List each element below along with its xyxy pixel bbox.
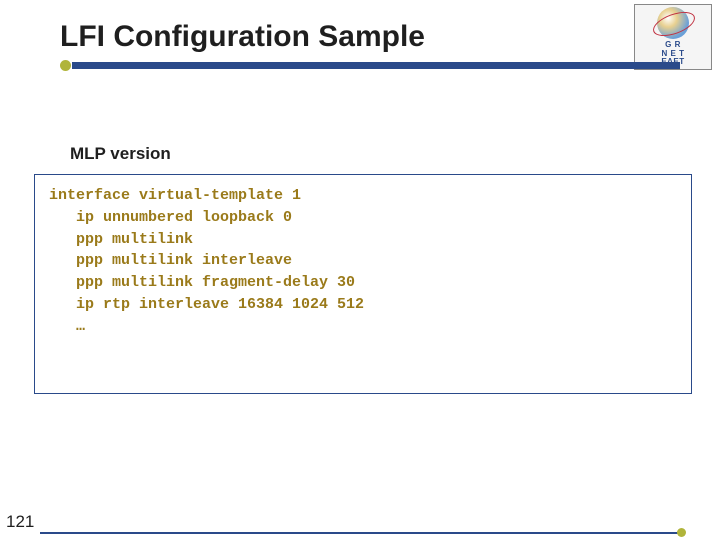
page-number: 121 [6, 512, 34, 532]
title-underline [60, 60, 680, 74]
code-line: ppp multilink fragment-delay 30 [49, 274, 355, 291]
underline-bar [72, 62, 680, 69]
underline-dot-icon [60, 60, 71, 71]
code-line: ppp multilink interleave [49, 252, 292, 269]
code-line: … [49, 318, 85, 335]
code-line: interface virtual-template 1 [49, 187, 301, 204]
section-label: MLP version [70, 144, 720, 164]
code-content: interface virtual-template 1 ip unnumber… [49, 185, 677, 337]
code-line: ppp multilink [49, 231, 193, 248]
code-line: ip unnumbered loopback 0 [49, 209, 292, 226]
slide: G R N E T ΕΔΕΤ LFI Configuration Sample … [0, 0, 720, 540]
code-line: ip rtp interleave 16384 1024 512 [49, 296, 364, 313]
code-box: interface virtual-template 1 ip unnumber… [34, 174, 692, 394]
bottom-dot-icon [677, 528, 686, 537]
slide-title: LFI Configuration Sample [60, 20, 720, 54]
bottom-rule [40, 532, 680, 534]
globe-icon [657, 7, 689, 39]
